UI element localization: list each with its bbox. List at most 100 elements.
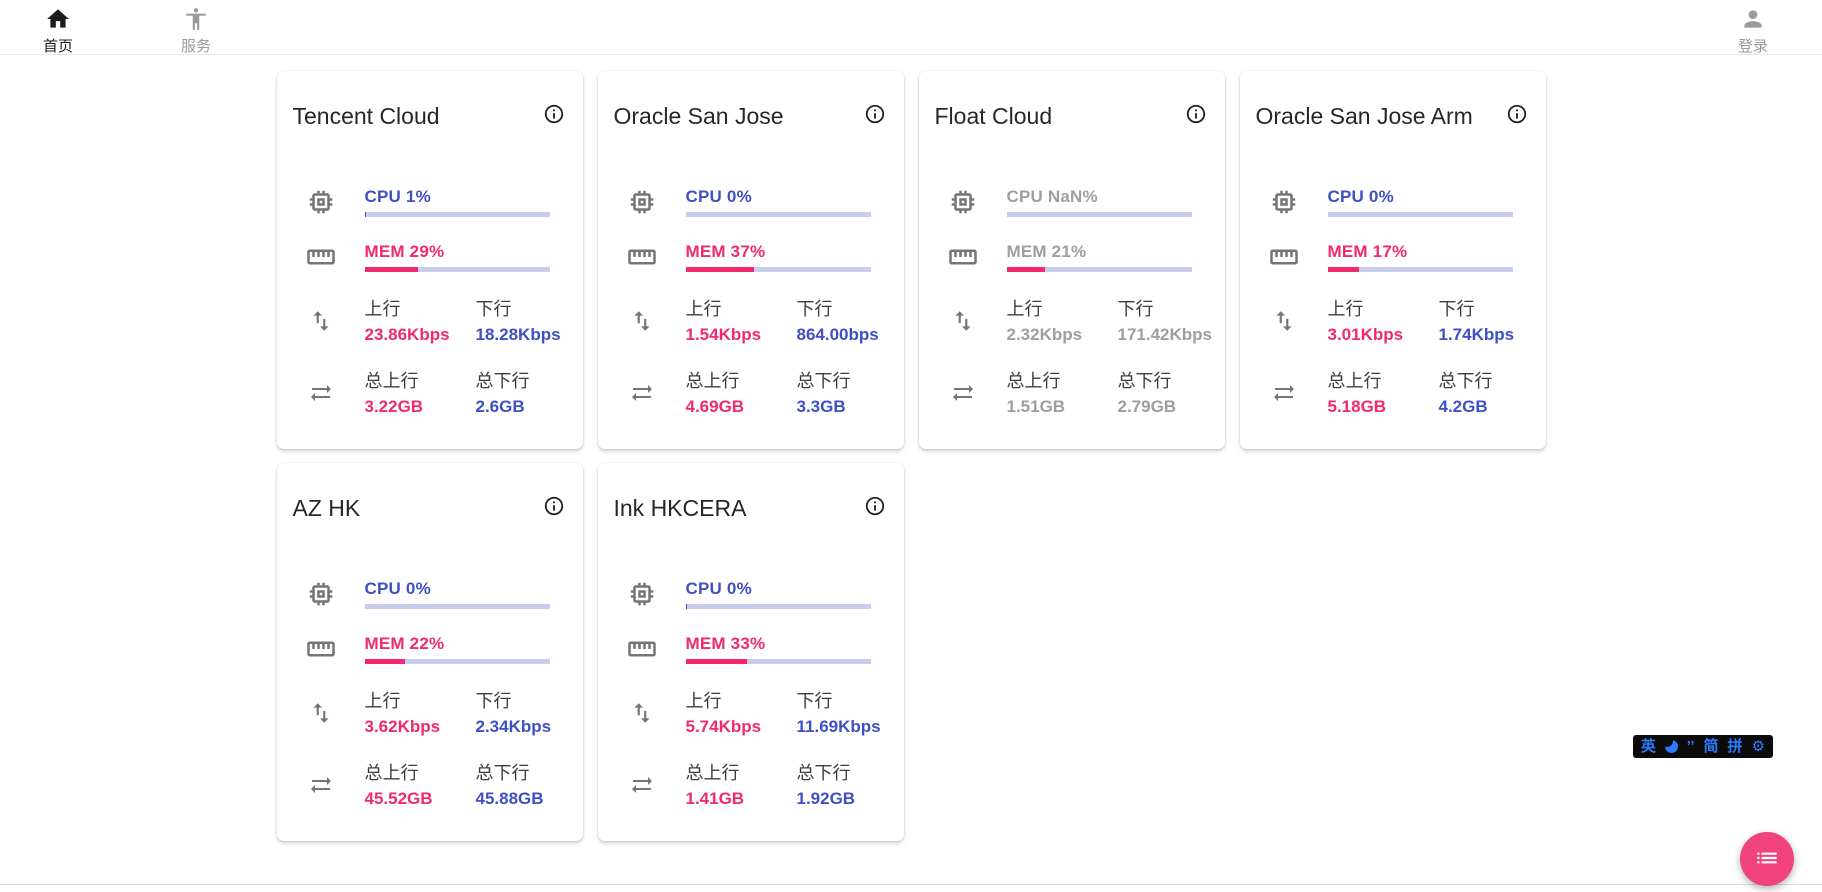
total-row: 总上行 45.52GB 总下行 45.88GB [277,761,583,809]
mem-progress-bar [1006,267,1192,272]
total-download-label: 总下行 [1438,371,1493,391]
upload-label: 上行 [1006,299,1043,319]
total-upload-value: 1.41GB [685,789,745,808]
info-icon[interactable] [864,103,886,125]
updown-arrows-icon [598,700,686,726]
cpu-usage-label: CPU 0% [685,579,752,598]
mem-progress-fill [1327,267,1359,272]
download-cell: 下行 1.74Kbps [1439,297,1546,345]
upload-label: 上行 [1327,299,1364,319]
cpu-row: CPU 0% [598,187,904,217]
server-grid: Tencent Cloud CPU 1% MEM 29% [276,71,1546,841]
moon-icon[interactable] [1664,740,1678,753]
server-card: Oracle San Jose CPU 0% MEM 3 [597,71,904,449]
memory-ruler-icon [598,634,686,664]
upload-label: 上行 [685,691,722,711]
total-upload-label: 总上行 [364,763,419,783]
info-icon[interactable] [543,495,565,517]
speed-row: 上行 5.74Kbps 下行 11.69Kbps [598,689,904,737]
total-row: 总上行 1.41GB 总下行 1.92GB [598,761,904,809]
download-cell: 下行 864.00bps [797,297,904,345]
server-list-fab[interactable] [1740,832,1794,886]
cpu-row: CPU 0% [598,579,904,609]
total-download-label: 总下行 [475,763,530,783]
card-header: Tencent Cloud [277,101,583,131]
total-upload-label: 总上行 [364,371,419,391]
total-upload-label: 总上行 [685,371,740,391]
download-cell: 下行 11.69Kbps [797,689,904,737]
ime-pinyin[interactable]: 拼 [1727,738,1743,755]
mem-progress-bar [685,659,871,664]
download-value: 2.34Kbps [475,717,552,736]
total-upload-cell: 总上行 4.69GB [686,369,797,417]
info-icon[interactable] [864,495,886,517]
server-card: Tencent Cloud CPU 1% MEM 29% [276,71,583,449]
cpu-progress-bar [364,212,550,217]
nav-item-services[interactable]: 服务 [165,0,227,55]
ime-punctuation[interactable]: ’’ [1686,738,1695,755]
swap-arrows-icon [277,381,365,405]
total-download-label: 总下行 [1117,371,1172,391]
memory-ruler-icon [919,242,1007,272]
total-download-label: 总下行 [796,371,851,391]
updown-arrows-icon [1240,308,1328,334]
accessibility-icon [183,6,209,37]
total-upload-value: 3.22GB [364,397,424,416]
total-upload-value: 4.69GB [685,397,745,416]
mem-row: MEM 21% [919,242,1225,272]
server-name: Oracle San Jose Arm [1255,103,1473,129]
upload-cell: 上行 3.01Kbps [1328,297,1439,345]
info-icon[interactable] [1185,103,1207,125]
server-card: Oracle San Jose Arm CPU 0% M [1239,71,1546,449]
cpu-progress-fill [364,212,367,217]
mem-progress-fill [685,267,754,272]
mem-progress-fill [1006,267,1046,272]
total-upload-value: 5.18GB [1327,397,1387,416]
cpu-progress-bar [1006,212,1192,217]
server-name: Ink HKCERA [613,495,747,521]
cpu-chip-icon [598,187,686,217]
total-row: 总上行 1.51GB 总下行 2.79GB [919,369,1225,417]
nav-item-login[interactable]: 登录 [1722,0,1784,55]
card-header: Ink HKCERA [598,493,904,523]
mem-usage-label: MEM 29% [364,242,445,261]
nav-item-home[interactable]: 首页 [27,0,89,55]
mem-progress-bar [1327,267,1513,272]
upload-cell: 上行 2.32Kbps [1007,297,1118,345]
memory-ruler-icon [1240,242,1328,272]
gear-icon[interactable]: ⚙ [1751,738,1765,755]
info-icon[interactable] [543,103,565,125]
total-download-value: 2.79GB [1117,397,1177,416]
ime-toolbar[interactable]: 英 ’’ 简 拼 ⚙ [1632,735,1773,758]
total-upload-label: 总上行 [685,763,740,783]
cpu-progress-bar [685,212,871,217]
speed-row: 上行 23.86Kbps 下行 18.28Kbps [277,297,583,345]
top-nav: 首页 服务 登录 [0,0,1822,55]
ime-simplified[interactable]: 简 [1703,738,1719,755]
download-value: 1.74Kbps [1438,325,1515,344]
card-header: Float Cloud [919,101,1225,131]
upload-label: 上行 [685,299,722,319]
cpu-row: CPU 1% [277,187,583,217]
total-download-value: 3.3GB [796,397,846,416]
cpu-usage-label: CPU 0% [1327,187,1394,206]
cpu-chip-icon [598,579,686,609]
mem-progress-bar [364,659,550,664]
total-download-cell: 总下行 3.3GB [797,369,904,417]
card-header: AZ HK [277,493,583,523]
swap-arrows-icon [598,773,686,797]
download-label: 下行 [796,299,833,319]
ime-lang-en[interactable]: 英 [1640,738,1656,755]
download-label: 下行 [475,299,512,319]
info-icon[interactable] [1506,103,1528,125]
speed-row: 上行 2.32Kbps 下行 171.42Kbps [919,297,1225,345]
server-name: Oracle San Jose [613,103,784,129]
cpu-usage-label: CPU 0% [685,187,752,206]
card-stats: CPU 0% MEM 33% 上行 [598,579,904,809]
speed-row: 上行 1.54Kbps 下行 864.00bps [598,297,904,345]
mem-row: MEM 22% [277,634,583,664]
upload-value: 2.32Kbps [1006,325,1083,344]
cpu-row: CPU 0% [1240,187,1546,217]
list-icon [1754,845,1780,874]
home-icon [45,6,71,37]
